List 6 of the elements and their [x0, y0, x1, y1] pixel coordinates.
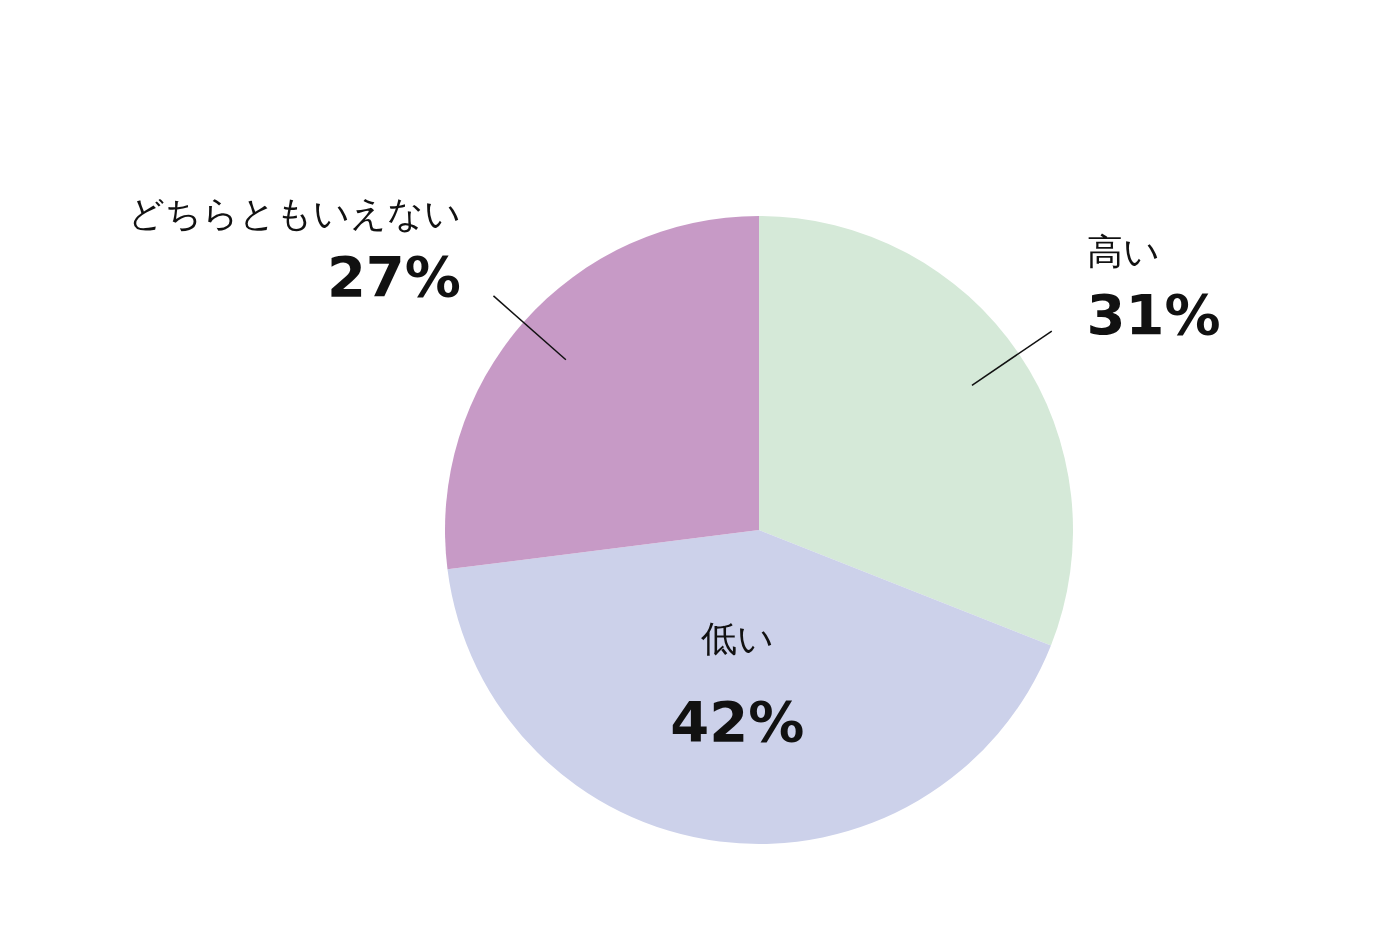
- data-label: 42%: [670, 689, 805, 755]
- slice-label: 高い: [1086, 231, 1160, 273]
- data-label: 31%: [1086, 282, 1221, 348]
- data-label: 27%: [326, 244, 461, 310]
- slice-label: 低い: [700, 618, 774, 660]
- slice-label: どちらともいえない: [127, 193, 461, 235]
